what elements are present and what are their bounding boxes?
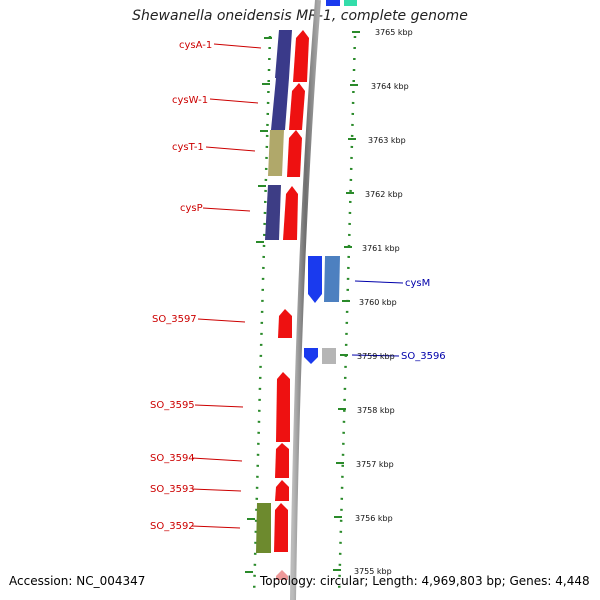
gene-cysP-block[interactable] [265, 185, 281, 240]
tick-label-3755: 3755 kbp [354, 567, 392, 576]
gene-label-SO_3593[interactable]: SO_3593 [150, 484, 195, 495]
gene-partial-arrow[interactable] [276, 570, 288, 580]
tick-label-3758: 3758 kbp [357, 406, 395, 415]
tick-label-3765: 3765 kbp [375, 28, 413, 37]
tick-label-3757: 3757 kbp [356, 460, 394, 469]
gene-label-SO_3596[interactable]: SO_3596 [401, 351, 446, 362]
right-guide-dots [337, 35, 357, 597]
gene-cysW-1-block[interactable] [271, 78, 289, 130]
tick-label-3756: 3756 kbp [355, 514, 393, 523]
gene-SO_3596-block[interactable] [322, 348, 336, 364]
genome-backbone [290, 0, 321, 600]
gene-cysW-1-arrow[interactable] [289, 83, 305, 130]
tick-label-3760: 3760 kbp [359, 298, 397, 307]
gene-cysP-arrow[interactable] [283, 186, 298, 240]
gene-cysM-arrow[interactable] [308, 256, 322, 303]
genome-info-text: Topology: circular; Length: 4,969,803 bp… [260, 574, 590, 588]
gene-SO_3594-arrow[interactable] [275, 443, 289, 478]
gene-cysA-1-arrow[interactable] [293, 30, 309, 82]
left-leader-lines [191, 43, 262, 529]
gene-label-cysM[interactable]: cysM [405, 278, 430, 289]
gene-label-cysP[interactable]: cysP [180, 203, 203, 214]
gene-label-SO_3592[interactable]: SO_3592 [150, 521, 195, 532]
gene-label-cysT-1[interactable]: cysT-1 [172, 142, 204, 153]
gene-cysA-1-block[interactable] [275, 30, 292, 78]
left-dash-ticks [245, 37, 272, 573]
tick-label-3761: 3761 kbp [362, 244, 400, 253]
tick-label-3762: 3762 kbp [365, 190, 403, 199]
gene-partial-block[interactable] [326, 0, 340, 6]
gene-label-cysA-1[interactable]: cysA-1 [179, 40, 212, 51]
gene-label-SO_3595[interactable]: SO_3595 [150, 400, 195, 411]
gene-SO_3592-block[interactable] [256, 503, 271, 553]
gene-SO_3593-arrow[interactable] [275, 480, 289, 501]
right-leader-lines [351, 280, 404, 357]
gene-label-cysW-1[interactable]: cysW-1 [172, 95, 208, 106]
gene-SO_3592-arrow[interactable] [274, 503, 288, 552]
gene-cysT-1-arrow[interactable] [287, 130, 302, 177]
tick-label-3759: 3759 kbp [357, 352, 395, 361]
right-dash-ticks [333, 31, 360, 571]
gene-SO_3596-arrow[interactable] [304, 348, 318, 364]
tick-label-3763: 3763 kbp [368, 136, 406, 145]
tick-label-3764: 3764 kbp [371, 82, 409, 91]
gene-SO_3597-arrow[interactable] [278, 309, 292, 338]
gene-partial-block-2[interactable] [344, 0, 357, 6]
gene-SO_3595-arrow[interactable] [276, 372, 290, 442]
gene-cysT-1-block[interactable] [268, 130, 284, 176]
accession-text: Accession: NC_004347 [9, 574, 146, 588]
gene-label-SO_3594[interactable]: SO_3594 [150, 453, 195, 464]
gene-label-SO_3597[interactable]: SO_3597 [152, 314, 197, 325]
map-title: Shewanella oneidensis MR-1, complete gen… [132, 8, 468, 24]
gene-cysM-block[interactable] [324, 256, 340, 302]
